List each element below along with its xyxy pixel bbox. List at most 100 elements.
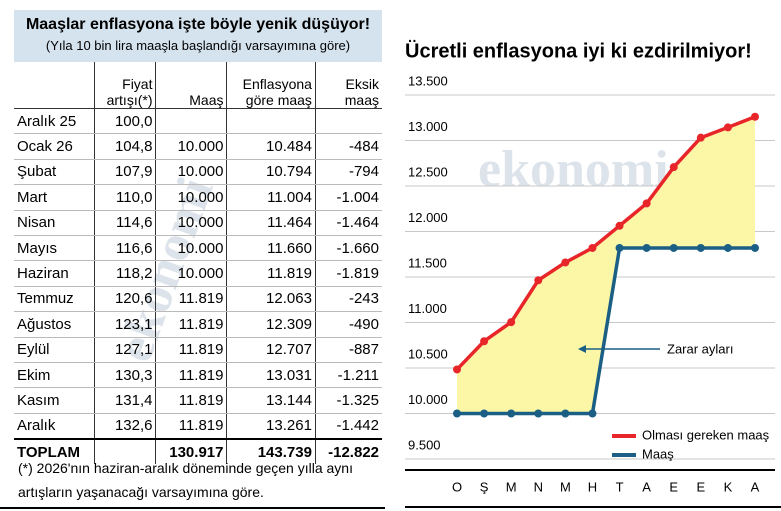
y-tick-label: 13.000 xyxy=(408,119,448,134)
cell: -1.660 xyxy=(314,235,382,262)
x-tick-label: M xyxy=(560,479,571,494)
point xyxy=(453,409,461,418)
footnote: (*) 2026'nın haziran-aralık döneminde ge… xyxy=(18,460,353,500)
y-tick-label: 12.500 xyxy=(408,164,448,179)
y-tick-label: 10.500 xyxy=(408,346,448,361)
point xyxy=(561,258,570,267)
point xyxy=(561,409,570,418)
cell: Mayıs xyxy=(14,235,95,262)
x-tick-label: Ş xyxy=(480,479,489,494)
row: Mart 110,0 10.000 11.004 -1.004 xyxy=(14,184,382,211)
point xyxy=(669,163,678,172)
cell: 13.031 xyxy=(226,362,316,389)
cell: 11.819 xyxy=(155,387,227,414)
cell xyxy=(226,108,316,135)
cell: 143.739 xyxy=(226,438,316,465)
header-row: Fiyat artışı(*) Maaş Enflasyona göre maaş Eks… xyxy=(14,62,382,109)
row: Ocak 26 104,8 10.000 10.484 -484 xyxy=(14,133,382,160)
cell: TOPLAM xyxy=(14,438,95,465)
row: Şubat 107,9 10.000 10.794 -794 xyxy=(14,159,382,186)
cell: 10.000 xyxy=(155,133,227,160)
cell: 10.000 xyxy=(155,210,227,236)
point xyxy=(507,318,516,327)
row: Mayıs 116,6 10.000 11.660 -1.660 xyxy=(14,235,382,262)
x-tick-label: A xyxy=(642,479,651,494)
cell: 11.819 xyxy=(155,413,227,440)
cell: 12.309 xyxy=(226,311,316,338)
point xyxy=(480,337,489,346)
header-cell xyxy=(14,62,95,109)
header-line: artışı(*) xyxy=(106,92,153,108)
y-tick-label: 11.000 xyxy=(408,301,447,316)
watermark: ekonomi xyxy=(478,141,669,198)
header-cell: Maaş xyxy=(155,62,227,109)
point xyxy=(534,276,543,285)
y-tick-label: 12.000 xyxy=(408,210,448,225)
table-title: Maaşlar enflasyona işte böyle yenik düşü… xyxy=(25,16,371,33)
total-row: TOPLAM 130.917 143.739 -12.822 xyxy=(14,438,382,465)
legend-label: Olması gereken maaş xyxy=(642,427,770,442)
legend-label: Maaş xyxy=(642,446,674,461)
arrow-head xyxy=(578,345,586,353)
cell: 110,0 xyxy=(94,184,156,211)
cell: Ocak 26 xyxy=(14,133,95,160)
y-tick-label: 13.500 xyxy=(408,73,448,88)
row: Eylül 127,1 11.819 12.707 -887 xyxy=(14,337,382,363)
cell: Mart xyxy=(14,184,95,211)
cell: -887 xyxy=(314,337,382,363)
y-tick-label: 11.500 xyxy=(408,255,447,270)
table-panel: ekonomi Maaşlar enflasyona işte böyle ye… xyxy=(0,0,385,509)
cell: 131,4 xyxy=(94,387,156,414)
cell: -1.211 xyxy=(314,362,382,389)
cell: 127,1 xyxy=(94,337,156,363)
cell: 114,6 xyxy=(94,210,156,236)
point xyxy=(696,243,705,252)
cell: 10.000 xyxy=(155,184,227,211)
point xyxy=(723,123,732,132)
cell: 107,9 xyxy=(94,159,156,186)
cell: 11.819 xyxy=(155,286,227,313)
cell: 11.004 xyxy=(226,184,316,211)
cell: 11.819 xyxy=(155,362,227,389)
row: Ağustos 123,1 11.819 12.309 -490 xyxy=(14,311,382,338)
cell: 123,1 xyxy=(94,311,156,338)
point xyxy=(453,365,461,374)
cell: 10.484 xyxy=(226,133,316,160)
row: Ekim 130,3 11.819 13.031 -1.211 xyxy=(14,362,382,389)
cell: Aralık xyxy=(14,413,95,440)
cell: 10.000 xyxy=(155,235,227,262)
cell: 11.464 xyxy=(226,210,316,236)
cell: 104,8 xyxy=(94,133,156,160)
point xyxy=(642,199,651,208)
x-tick-label: T xyxy=(616,479,624,494)
cell: 10.794 xyxy=(226,159,316,186)
cell: -484 xyxy=(314,133,382,160)
header-cell: Fiyat artışı(*) xyxy=(94,62,156,109)
header-line: Maaş xyxy=(189,92,224,108)
cell: -1.819 xyxy=(314,260,382,287)
cell: 120,6 xyxy=(94,286,156,313)
series-line xyxy=(455,115,756,371)
point xyxy=(751,112,759,121)
point xyxy=(696,133,705,142)
x-tick-label: A xyxy=(751,479,760,494)
point xyxy=(588,409,597,418)
cell: 12.063 xyxy=(226,286,316,313)
x-tick-label: H xyxy=(588,479,597,494)
x-tick-label: M xyxy=(506,479,517,494)
point xyxy=(588,243,597,252)
cell: 11.660 xyxy=(226,235,316,262)
x-tick-label: N xyxy=(534,479,543,494)
cell: 118,2 xyxy=(94,260,156,287)
header-cell: Enflasyona göre maaş xyxy=(226,62,316,109)
cell: Kasım xyxy=(14,387,95,414)
row: Temmuz 120,6 11.819 12.063 -243 xyxy=(14,286,382,313)
table-subtitle: (Yıla 10 bin lira maaşla başlandığı vars… xyxy=(45,38,351,53)
row: Nisan 114,6 10.000 11.464 -1.464 xyxy=(14,210,382,236)
x-tick-label: E xyxy=(669,479,678,494)
cell: Şubat xyxy=(14,159,95,186)
cell: 100,0 xyxy=(94,108,156,135)
cell: -12.822 xyxy=(314,438,382,465)
